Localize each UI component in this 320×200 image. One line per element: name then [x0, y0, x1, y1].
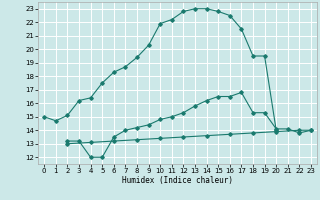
X-axis label: Humidex (Indice chaleur): Humidex (Indice chaleur): [122, 176, 233, 185]
